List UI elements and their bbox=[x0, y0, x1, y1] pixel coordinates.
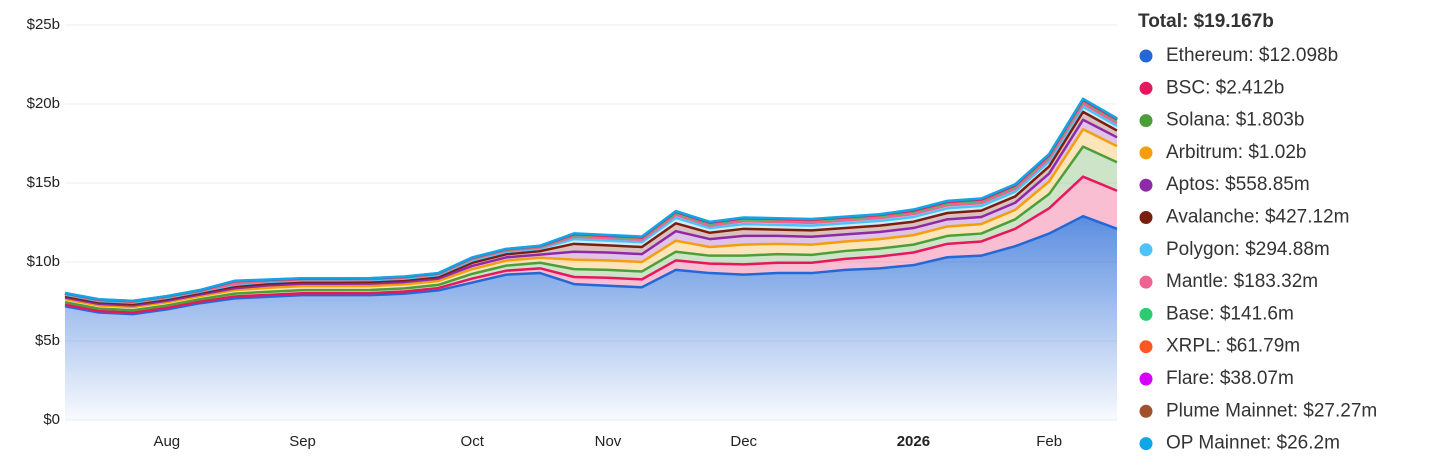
y-tick-label: $10b bbox=[27, 253, 60, 270]
legend-swatch bbox=[1139, 178, 1153, 192]
area-line bbox=[64, 110, 1118, 306]
legend-label: Base: $141.6m bbox=[1166, 303, 1294, 324]
legend-label: XRPL: $61.79m bbox=[1166, 336, 1300, 357]
x-tick-label: Nov bbox=[595, 433, 622, 450]
x-tick-label: Dec bbox=[730, 433, 757, 450]
legend-label: Solana: $1.803b bbox=[1166, 110, 1304, 131]
area-line bbox=[64, 102, 1118, 304]
legend-swatch bbox=[1139, 114, 1153, 128]
legend-swatch bbox=[1139, 49, 1153, 63]
y-tick-label: $5b bbox=[35, 332, 60, 349]
area-line bbox=[64, 128, 1118, 309]
x-tick-label: 2026 bbox=[897, 433, 930, 450]
area-line bbox=[64, 118, 1118, 307]
legend-label: BSC: $2.412b bbox=[1166, 77, 1284, 98]
legend-label: Ethereum: $12.098b bbox=[1166, 45, 1338, 66]
x-tick-label: Feb bbox=[1036, 433, 1062, 450]
x-tick-label: Aug bbox=[153, 433, 180, 450]
legend-total: Total: $19.167b bbox=[1138, 11, 1274, 32]
y-tick-label: $15b bbox=[27, 174, 60, 191]
area-line bbox=[64, 214, 1118, 316]
legend-label: OP Mainnet: $26.2m bbox=[1166, 433, 1340, 454]
legend-swatch bbox=[1139, 275, 1153, 289]
legend-swatch bbox=[1139, 146, 1153, 160]
y-tick-label: $0 bbox=[43, 411, 60, 428]
legend-swatch bbox=[1139, 81, 1153, 95]
areas bbox=[64, 97, 1118, 420]
area-line bbox=[64, 97, 1118, 303]
legend-label: Plume Mainnet: $27.27m bbox=[1166, 400, 1377, 421]
legend-swatch bbox=[1139, 372, 1153, 386]
y-tick-label: $25b bbox=[27, 16, 60, 33]
x-tick-label: Oct bbox=[461, 433, 485, 450]
legend-label: Mantle: $183.32m bbox=[1166, 271, 1318, 292]
legend-label: Flare: $38.07m bbox=[1166, 368, 1294, 389]
legend-label: Aptos: $558.85m bbox=[1166, 174, 1310, 195]
area bbox=[65, 216, 1117, 420]
area-line bbox=[64, 175, 1118, 314]
legend-swatch bbox=[1139, 404, 1153, 418]
y-tick-label: $20b bbox=[27, 95, 60, 112]
legend-swatch bbox=[1139, 211, 1153, 224]
legend-swatch bbox=[1139, 307, 1153, 321]
legend-label: Avalanche: $427.12m bbox=[1166, 207, 1349, 228]
x-tick-label: Sep bbox=[289, 433, 316, 450]
legend-swatch bbox=[1139, 340, 1153, 354]
area-line bbox=[64, 145, 1118, 312]
legend-swatch bbox=[1139, 243, 1153, 257]
legend-label: Arbitrum: $1.02b bbox=[1166, 142, 1306, 163]
legend-swatch bbox=[1139, 437, 1153, 451]
legend-label: Polygon: $294.88m bbox=[1166, 239, 1330, 260]
